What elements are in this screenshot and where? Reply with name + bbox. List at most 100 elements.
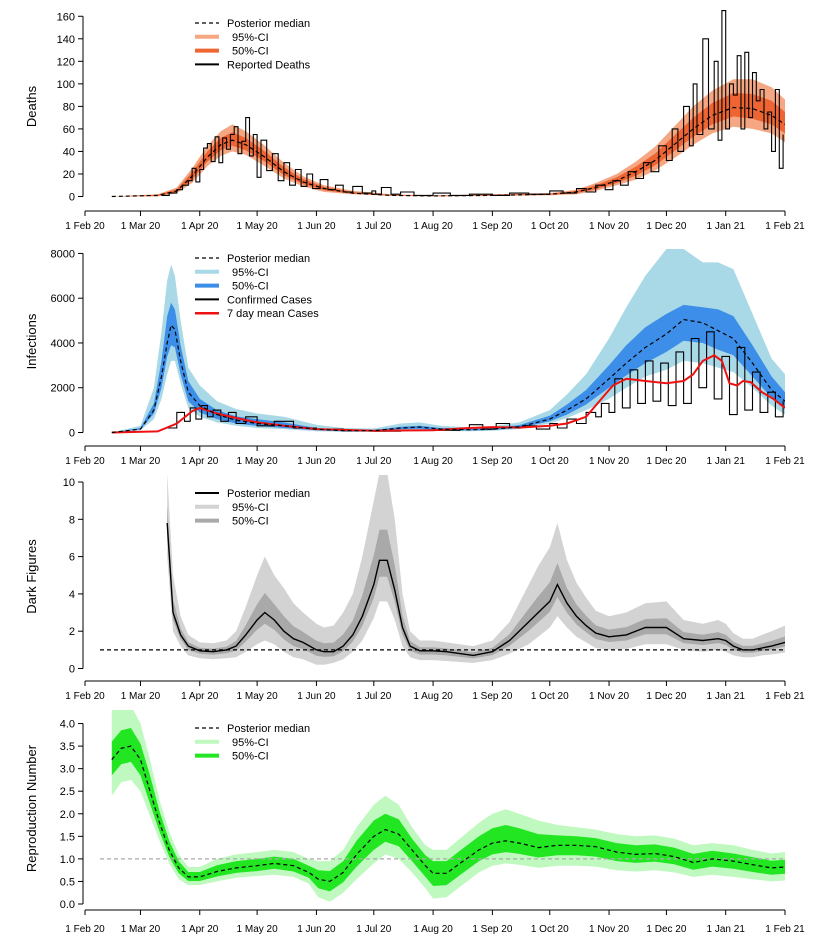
deaths-x-tick-label: 1 May 20: [237, 221, 279, 232]
reproduction_number-plot-area: [100, 710, 785, 902]
infections-x-tick-label: 1 Oct 20: [531, 456, 569, 467]
dark_figures-plot-area: [100, 475, 785, 665]
deaths-x-tick-label: 1 Jan 21: [707, 221, 746, 232]
deaths-plot-area: [111, 10, 785, 198]
deaths-legend-label: 95%-CI: [232, 32, 269, 44]
infections-x-tick-label: 1 Jan 21: [707, 456, 746, 467]
deaths-x-tick-label: 1 Oct 20: [531, 221, 569, 232]
reproduction_number-y-tick-label: 0.5: [60, 876, 75, 888]
dark_figures-legend-label: 50%-CI: [232, 516, 269, 528]
deaths-x-tick-label: 1 Sep 20: [472, 221, 512, 232]
deaths-panel: 0 20 40 60 80 100 120 140 160 Deaths 1 Feb 20 1 Mar…: [24, 10, 805, 232]
reproduction_number-x-tick-label: 1 Feb 20: [65, 924, 105, 935]
reproduction_number-x-tick-label: 1 Nov 20: [589, 924, 629, 935]
reproduction_number-y-tick-label: 1.5: [60, 831, 75, 843]
infections-ci50-band: [111, 302, 785, 433]
infections-panel: 0 2000 4000 6000 8000 Infections 1 Feb 20 1 Mar…: [24, 248, 805, 467]
deaths-x-tick-label: 1 Jun 20: [297, 221, 336, 232]
dark_figures-x-tick-label: 1 Feb 20: [65, 691, 105, 702]
dark_figures-y-tick-label: 4: [69, 589, 75, 601]
deaths-x-tick-label: 1 Dec 20: [646, 221, 686, 232]
dark_figures-median-series: [166, 522, 785, 657]
dark_figures-y-tick-label: 0: [69, 664, 75, 676]
infections-y-tick-label: 4000: [51, 338, 75, 350]
dark_figures-x-tick-label: 1 May 20: [237, 691, 279, 702]
infections-median-series: [111, 318, 785, 434]
reproduction_number-x-tick-label: 1 Jun 20: [297, 924, 336, 935]
deaths-y-tick-label: 140: [57, 34, 75, 46]
deaths-x-tick-label: 1 Jul 20: [356, 221, 391, 232]
deaths-y-tick-label: 40: [63, 146, 75, 158]
dark_figures-x-tick-label: 1 Feb 21: [765, 691, 805, 702]
reproduction_number-y-axis-title: Reproduction Number: [24, 744, 39, 872]
deaths-legend-label: Posterior median: [227, 18, 310, 30]
infections-x-tick-label: 1 May 20: [237, 456, 279, 467]
deaths-legend-label: 50%-CI: [232, 46, 269, 58]
infections-seven-day-series: [111, 354, 785, 434]
reproduction_number-y-tick-label: 2.0: [60, 809, 75, 821]
infections-y-tick-label: 8000: [51, 248, 75, 260]
deaths-x-tick-label: 1 Feb 21: [765, 221, 805, 232]
reproduction_number-x-tick-label: 1 Oct 20: [531, 924, 569, 935]
dark_figures-y-tick-label: 2: [69, 626, 75, 638]
deaths-x-tick-label: 1 Nov 20: [589, 221, 629, 232]
reproduction_number-x-tick-label: 1 Dec 20: [646, 924, 686, 935]
infections-x-tick-label: 1 Jun 20: [297, 456, 336, 467]
dark_figures-x-tick-label: 1 Nov 20: [589, 691, 629, 702]
dark_figures-x-tick-label: 1 Mar 20: [121, 691, 161, 702]
infections-x-tick-label: 1 Mar 20: [121, 456, 161, 467]
dark_figures-ci95-band: [167, 475, 785, 665]
deaths-y-tick-label: 100: [57, 79, 75, 91]
deaths-y-tick-label: 20: [63, 169, 75, 181]
dark_figures-x-tick-label: 1 Oct 20: [531, 691, 569, 702]
reproduction_number-ci50-band: [111, 728, 785, 892]
dark_figures-x-tick-label: 1 Dec 20: [646, 691, 686, 702]
dark_figures-x-tick-label: 1 Jun 20: [297, 691, 336, 702]
infections-y-tick-label: 0: [69, 428, 75, 440]
infections-x-tick-label: 1 Feb 20: [65, 456, 105, 467]
deaths-y-axis-title: Deaths: [24, 85, 39, 127]
infections-legend-label: Confirmed Cases: [227, 294, 312, 306]
deaths-x-tick-label: 1 Feb 20: [65, 221, 105, 232]
reproduction_number-x-tick-label: 1 Mar 20: [121, 924, 161, 935]
deaths-y-tick-label: 80: [63, 101, 75, 113]
reproduction_number-x-tick-label: 1 May 20: [237, 924, 279, 935]
dark_figures-legend-label: Posterior median: [227, 488, 310, 500]
dark_figures-y-tick-label: 6: [69, 552, 75, 564]
infections-ci95-band: [111, 249, 785, 433]
deaths-x-tick-label: 1 Aug 20: [413, 221, 453, 232]
dark_figures-ci50-band: [167, 505, 785, 659]
dark_figures-legend-label: 95%-CI: [232, 502, 269, 514]
dark_figures-x-tick-label: 1 Jan 21: [707, 691, 746, 702]
dark_figures-x-tick-label: 1 Sep 20: [472, 691, 512, 702]
reproduction_number-y-tick-label: 3.0: [60, 764, 75, 776]
deaths-ci50-band: [111, 92, 785, 197]
deaths-legend-label: Reported Deaths: [227, 59, 311, 71]
dark_figures-x-tick-label: 1 Aug 20: [413, 691, 453, 702]
deaths-y-tick-label: 160: [57, 11, 75, 23]
infections-x-tick-label: 1 Apr 20: [181, 456, 219, 467]
reproduction_number-panel: 0.0 0.5 1.0 1.5 2.0 2.5 3.0 3.5 4.0 Reproduction …: [24, 710, 805, 935]
reproduction_number-y-tick-label: 2.5: [60, 786, 75, 798]
reproduction_number-y-tick-label: 4.0: [60, 719, 75, 731]
infections-y-tick-label: 6000: [51, 293, 75, 305]
infections-x-tick-label: 1 Nov 20: [589, 456, 629, 467]
deaths-y-tick-label: 0: [69, 192, 75, 204]
infections-x-tick-label: 1 Dec 20: [646, 456, 686, 467]
dark_figures-y-tick-label: 10: [63, 477, 75, 489]
reproduction_number-x-tick-label: 1 Jul 20: [356, 924, 391, 935]
dark_figures-y-tick-label: 8: [69, 514, 75, 526]
deaths-x-tick-label: 1 Mar 20: [121, 221, 161, 232]
reproduction_number-x-tick-label: 1 Sep 20: [472, 924, 512, 935]
infections-legend-label: 95%-CI: [232, 267, 269, 279]
infections-legend-label: 7 day mean Cases: [227, 308, 319, 320]
reproduction_number-median-series: [111, 745, 785, 883]
deaths-y-tick-label: 120: [57, 56, 75, 68]
infections-x-tick-label: 1 Feb 21: [765, 456, 805, 467]
reproduction_number-x-tick-label: 1 Aug 20: [413, 924, 453, 935]
infections-confirmed-series: [167, 331, 784, 432]
deaths-y-tick-label: 60: [63, 124, 75, 136]
deaths-x-tick-label: 1 Apr 20: [181, 221, 219, 232]
reproduction_number-x-tick-label: 1 Apr 20: [181, 924, 219, 935]
